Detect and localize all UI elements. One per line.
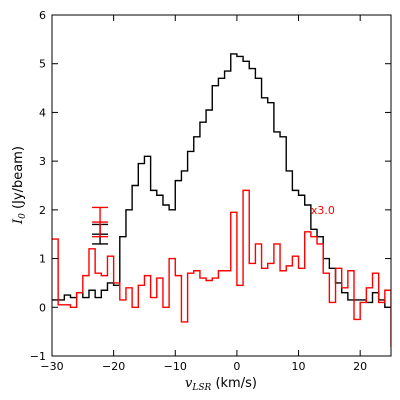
y-tick-label: 0 xyxy=(39,301,46,314)
x-tick-label: 0 xyxy=(233,360,240,373)
y-axis-title: I0 (Jy/beam) xyxy=(11,146,28,225)
x-tick-label: −30 xyxy=(40,360,63,373)
x-tick-label: 10 xyxy=(292,360,306,373)
y-tick-label: −1 xyxy=(30,350,46,363)
y-tick-label: 1 xyxy=(39,253,46,266)
y-tick-label: 6 xyxy=(39,9,46,22)
y-tick-label: 3 xyxy=(39,155,46,168)
spectrum-series-1 xyxy=(52,53,391,308)
x-tick-label: −10 xyxy=(164,360,187,373)
error-bar-2 xyxy=(92,206,109,238)
annotation-1: x3.0 xyxy=(311,204,335,217)
x-tick-label: 20 xyxy=(353,360,367,373)
y-tick-label: 2 xyxy=(39,204,46,217)
y-tick-label: 4 xyxy=(39,106,46,119)
spectrum-series-2 xyxy=(52,189,391,347)
plot-frame xyxy=(51,14,392,357)
x-axis-title: vLSR (km/s) xyxy=(185,376,257,393)
x-tick-label: −20 xyxy=(102,360,125,373)
y-tick-label: 5 xyxy=(39,58,46,71)
